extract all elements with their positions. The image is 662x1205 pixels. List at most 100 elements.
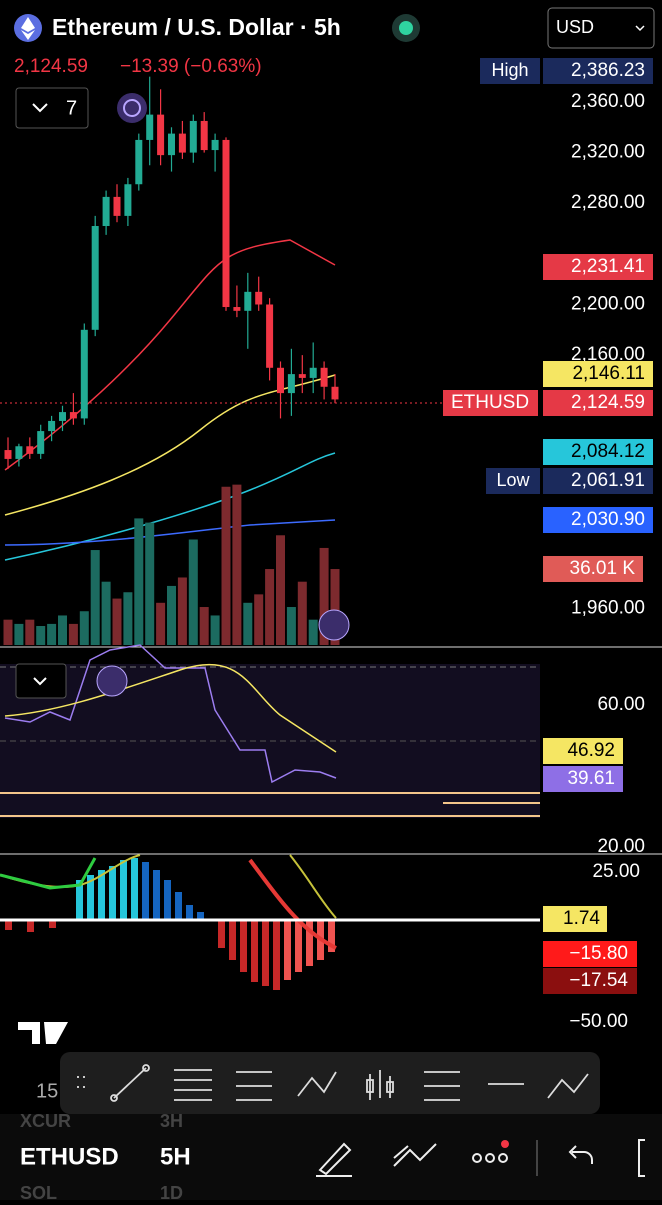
candle-body [135,139,143,185]
candle-body [255,291,263,305]
candle-body [37,431,45,454]
status-dot [399,21,413,35]
candle-body [91,226,99,330]
candle-body [157,114,165,156]
volume-bar [188,539,198,645]
candle-body [59,412,66,421]
badge [543,507,653,533]
macd-tick: −50.00 [569,1011,628,1032]
candle-body [309,367,317,378]
volume-bar [330,569,340,645]
badge [543,968,637,994]
badge [543,254,653,280]
ma-cyan-value: 2,084.12 [571,441,645,462]
candle-body [211,139,219,151]
volume-bar [101,581,111,645]
notification-dot [501,1140,509,1148]
volume-bar [308,619,318,645]
ma-red [4,239,336,471]
price-tick-label: 1,960.00 [571,597,645,618]
badge [543,439,653,465]
volume-bar [210,615,220,645]
volume-bar [232,484,242,645]
next-interval[interactable]: 1D [160,1183,183,1203]
symbol-title[interactable]: Ethereum / U.S. Dollar · 5h [52,14,341,40]
volume-bar [79,611,89,645]
volume-bar [145,522,155,645]
interval[interactable]: 5H [160,1143,191,1170]
ma-yellow [4,374,336,516]
candle-body [26,446,34,454]
low-value: 2,061.91 [571,470,645,491]
signal-value: −17.54 [569,970,628,991]
volume-bar [276,535,285,645]
symbol[interactable]: ETHUSD [20,1143,119,1170]
candle-body [189,120,197,153]
rsi-ma [4,663,337,753]
volume-bar [319,547,329,645]
candle-body [4,450,12,459]
volume-bar [221,486,231,645]
candle-body [222,139,230,308]
currency: USD [556,17,594,37]
candle-body [200,120,208,151]
volume-bar [123,592,133,645]
candle-body [287,374,295,394]
volume-bar [265,569,275,645]
prev-symbol[interactable]: XCUR [20,1111,71,1131]
high-value: 2,386.23 [571,60,645,81]
last-price: 2,124.59 [14,56,88,77]
candle-body [124,184,132,216]
badge [543,468,653,494]
macd-signal [0,854,141,888]
volume-bar [58,615,67,645]
candle-body [15,446,23,459]
assistant-icon[interactable] [318,609,350,641]
sync-glyph [123,99,141,117]
candle-body [69,412,77,419]
price-tick-label: 2,360.00 [571,91,645,112]
ma-red-value: 2,231.41 [571,256,645,277]
badge [543,390,653,416]
volume-bar [167,585,176,645]
indicator-toggle[interactable] [15,87,89,129]
macd-histogram [5,858,335,990]
panel-toggle[interactable] [15,663,67,699]
macd-tick: 25.00 [592,861,640,882]
symbol-badge: ETHUSD [451,392,529,413]
toolbar-left: 15 [36,1080,58,1102]
badge [543,738,623,764]
volume-bar [25,619,35,645]
next-symbol[interactable]: SOL [20,1183,57,1203]
badge [543,766,623,792]
badge [443,390,538,416]
price-tick-label: 2,320.00 [571,142,645,163]
ma-blue-value: 2,030.90 [571,509,645,530]
last-value: 2,124.59 [571,392,645,413]
prev-interval[interactable]: 3H [160,1111,183,1131]
badge [480,58,540,84]
candle-body [113,196,121,216]
badge [486,468,540,494]
bottom-icons[interactable] [316,1139,645,1177]
candle-body [102,196,110,227]
macd-line [0,857,97,890]
candle-body [48,420,56,432]
candle-body [146,114,154,140]
macd-line [248,858,337,950]
tool-icons[interactable] [77,1064,589,1102]
candle-body [244,291,252,311]
sync-icon[interactable] [96,665,128,697]
ma-yellow-value: 2,146.11 [572,363,645,384]
price-tick-label: 2,160.00 [571,344,645,365]
candle-body [178,133,186,153]
eth-glyph [21,17,35,40]
badge [543,906,607,932]
currency-box[interactable] [547,7,655,49]
candle-body [266,304,274,368]
low-label: Low [496,470,530,490]
volume-bar [68,623,78,645]
sync-icon[interactable] [117,93,147,123]
volume-bar [177,577,187,645]
rsi-ma-value: 46.92 [567,740,615,761]
